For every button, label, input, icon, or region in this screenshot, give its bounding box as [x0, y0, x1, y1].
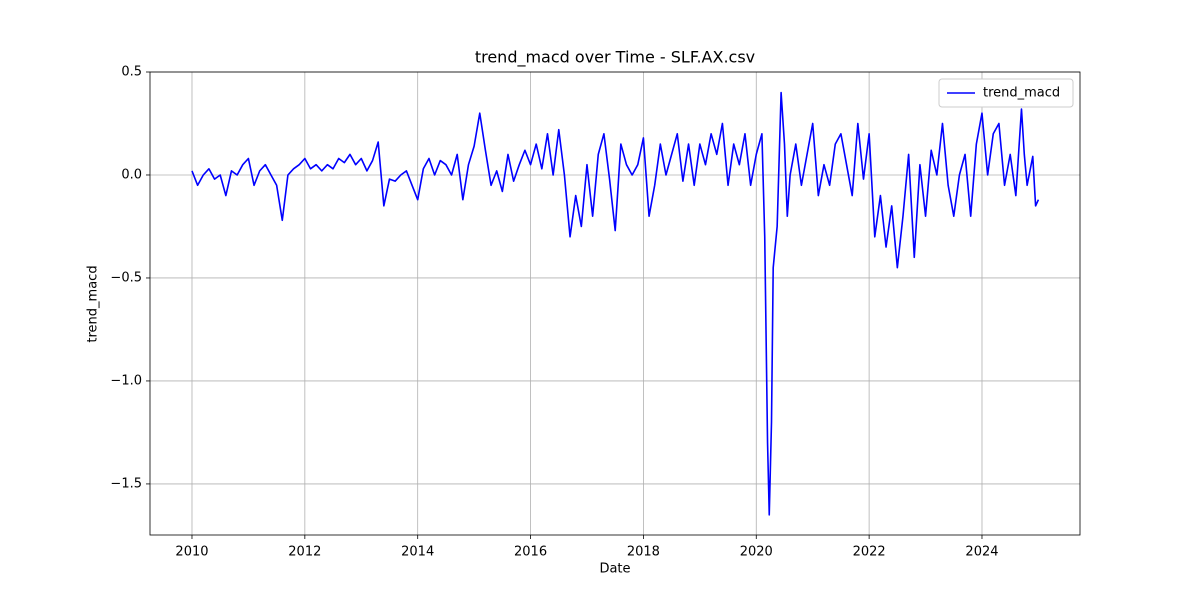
x-tick-label: 2016 [514, 545, 547, 560]
y-tick-label: 0.5 [121, 65, 142, 80]
x-axis-label: Date [599, 562, 630, 577]
y-tick-label: −1.5 [110, 476, 142, 491]
x-tick-label: 2010 [175, 545, 208, 560]
y-axis-label: trend_macd [86, 265, 101, 342]
data-line [191, 91, 1040, 516]
x-tick-label: 2024 [965, 545, 998, 560]
x-tick-label: 2022 [853, 545, 886, 560]
legend-label: trend_macd [983, 86, 1060, 101]
y-tick-label: −0.5 [110, 270, 142, 285]
x-tick-label: 2018 [627, 545, 660, 560]
plot-frame [149, 71, 1081, 536]
x-tick-label: 2012 [288, 545, 321, 560]
y-tick-label: −1.0 [110, 373, 142, 388]
chart-title: trend_macd over Time - SLF.AX.csv [475, 48, 755, 68]
x-tick-label: 2014 [401, 545, 434, 560]
legend-box [938, 78, 1074, 108]
y-tick-label: 0.0 [121, 167, 142, 182]
x-tick-label: 2020 [740, 545, 773, 560]
